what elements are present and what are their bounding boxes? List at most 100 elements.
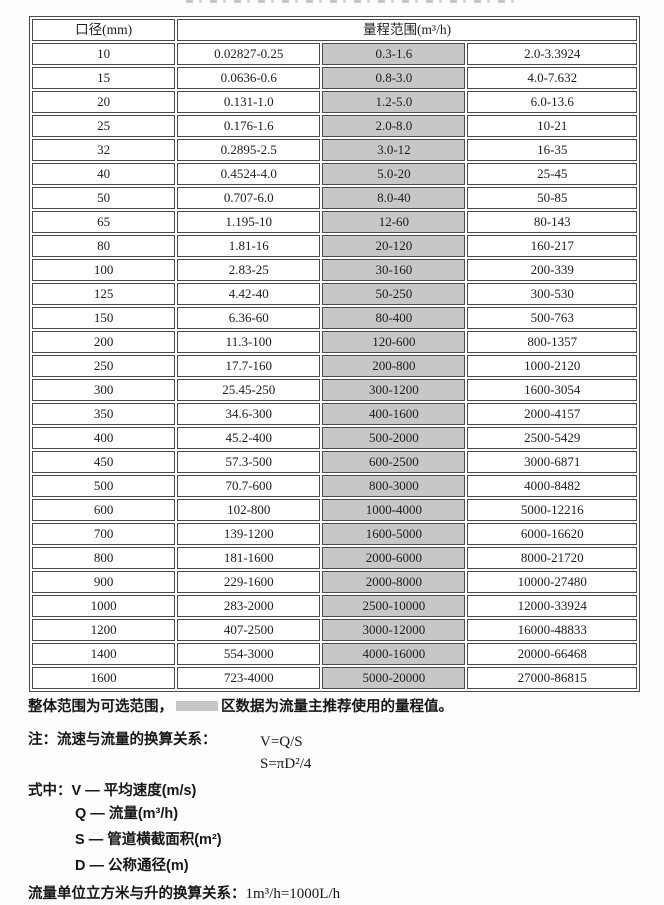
range-low-cell: 0.707-6.0 [177,187,321,209]
range-high-cell: 2500-5429 [467,427,637,449]
range-recommended-cell: 50-250 [322,283,466,305]
range-high-cell: 3000-6871 [467,451,637,473]
range-high-cell: 500-763 [467,307,637,329]
formula-velocity: V=Q/S [260,734,303,750]
unit-label: 流量单位立方米与升的换算关系： [28,886,246,902]
range-low-cell: 0.0636-0.6 [177,67,321,89]
range-low-cell: 2.83-25 [177,259,321,281]
definition-flow: Q — 流量(m³/h) [75,806,179,822]
unit-value: 1m³/h=1000L/h [245,886,341,902]
range-recommended-cell: 120-600 [322,331,466,353]
range-low-cell: 45.2-400 [177,427,321,449]
range-low-cell: 11.3-100 [177,331,321,353]
range-high-cell: 1600-3054 [467,379,637,401]
range-low-cell: 1.195-10 [177,211,321,233]
range-low-cell: 181-1600 [177,547,321,569]
table-row: 1200 407-2500 3000-12000 16000-48833 [32,619,637,641]
diameter-cell: 600 [32,499,176,521]
range-low-cell: 554-3000 [177,643,321,665]
table-row: 1400 554-3000 4000-16000 20000-66468 [32,643,637,665]
table-row: 500 70.7-600 800-3000 4000-8482 [32,475,637,497]
range-low-cell: 0.2895-2.5 [177,139,321,161]
diameter-cell: 40 [32,163,176,185]
diameter-cell: 125 [32,283,176,305]
range-low-cell: 6.36-60 [177,307,321,329]
table-row: 10 0.02827-0.25 0.3-1.6 2.0-3.3924 [32,43,637,65]
range-high-cell: 5000-12216 [467,499,637,521]
table-row: 900 229-1600 2000-8000 10000-27480 [32,571,637,593]
range-high-cell: 16-35 [467,139,637,161]
range-low-cell: 0.4524-4.0 [177,163,321,185]
diameter-cell: 250 [32,355,176,377]
range-high-cell: 50-85 [467,187,637,209]
range-high-cell: 300-530 [467,283,637,305]
highlight-swatch [176,701,218,712]
unit-conversion-note: 流量单位立方米与升的换算关系：1m³/h=1000L/h [28,883,644,905]
range-low-cell: 102-800 [177,499,321,521]
range-recommended-cell: 30-160 [322,259,466,281]
range-recommended-cell: 0.3-1.6 [322,43,466,65]
range-low-cell: 34.6-300 [177,403,321,425]
formula-block: V=Q/S S=πD²/4 [260,731,311,775]
table-row: 20 0.131-1.0 1.2-5.0 6.0-13.6 [32,91,637,113]
diameter-cell: 500 [32,475,176,497]
table-row: 100 2.83-25 30-160 200-339 [32,259,637,281]
range-low-cell: 25.45-250 [177,379,321,401]
range-high-cell: 4.0-7.632 [467,67,637,89]
table-row: 250 17.7-160 200-800 1000-2120 [32,355,637,377]
legend-prefix: 整体范围为可选范围， [28,699,173,715]
range-recommended-cell: 1000-4000 [322,499,466,521]
diameter-cell: 1600 [32,667,176,689]
table-row: 450 57.3-500 600-2500 3000-6871 [32,451,637,473]
range-low-cell: 283-2000 [177,595,321,617]
range-low-cell: 0.176-1.6 [177,115,321,137]
definition-list: Q — 流量(m³/h) S — 管道横截面积(m²) D — 公称通径(m) [28,801,644,879]
diameter-cell: 800 [32,547,176,569]
diameter-cell: 350 [32,403,176,425]
range-high-cell: 10000-27480 [467,571,637,593]
range-low-cell: 723-4000 [177,667,321,689]
table-row: 800 181-1600 2000-6000 8000-21720 [32,547,637,569]
header-diameter: 口径(mm) [32,19,176,41]
range-recommended-cell: 2500-10000 [322,595,466,617]
range-high-cell: 16000-48833 [467,619,637,641]
range-high-cell: 6.0-13.6 [467,91,637,113]
header-range: 量程范围(m³/h) [177,19,637,41]
definition-diameter: D — 公称通径(m) [75,858,189,874]
diameter-cell: 300 [32,379,176,401]
diameter-cell: 20 [32,91,176,113]
definition-area: S — 管道横截面积(m²) [75,832,222,848]
diameter-cell: 1400 [32,643,176,665]
range-low-cell: 17.7-160 [177,355,321,377]
range-recommended-cell: 80-400 [322,307,466,329]
range-low-cell: 1.81-16 [177,235,321,257]
range-recommended-cell: 12-60 [322,211,466,233]
legend-note: 整体范围为可选范围， 区数据为流量主推荐使用的量程值。 [28,698,644,717]
range-low-cell: 139-1200 [177,523,321,545]
table-header-row: 口径(mm) 量程范围(m³/h) [32,19,637,41]
table-row: 150 6.36-60 80-400 500-763 [32,307,637,329]
table-row: 300 25.45-250 300-1200 1600-3054 [32,379,637,401]
notes-section: 整体范围为可选范围， 区数据为流量主推荐使用的量程值。 注：流速与流量的换算关系：… [28,698,644,905]
range-high-cell: 200-339 [467,259,637,281]
range-high-cell: 6000-16620 [467,523,637,545]
range-recommended-cell: 3000-12000 [322,619,466,641]
table-row: 15 0.0636-0.6 0.8-3.0 4.0-7.632 [32,67,637,89]
diameter-cell: 200 [32,331,176,353]
diameter-cell: 65 [32,211,176,233]
table-row: 25 0.176-1.6 2.0-8.0 10-21 [32,115,637,137]
range-recommended-cell: 3.0-12 [322,139,466,161]
range-recommended-cell: 20-120 [322,235,466,257]
range-recommended-cell: 2.0-8.0 [322,115,466,137]
range-low-cell: 407-2500 [177,619,321,641]
range-high-cell: 20000-66468 [467,643,637,665]
diameter-cell: 150 [32,307,176,329]
range-recommended-cell: 5.0-20 [322,163,466,185]
table-row: 32 0.2895-2.5 3.0-12 16-35 [32,139,637,161]
conversion-block: 注：流速与流量的换算关系： V=Q/S S=πD²/4 [28,731,644,779]
range-recommended-cell: 300-1200 [322,379,466,401]
range-low-cell: 70.7-600 [177,475,321,497]
diameter-cell: 700 [32,523,176,545]
diameter-cell: 400 [32,427,176,449]
diameter-cell: 1200 [32,619,176,641]
